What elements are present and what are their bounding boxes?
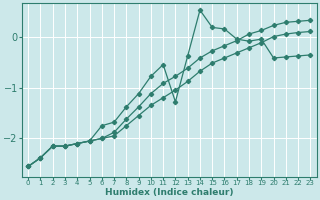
X-axis label: Humidex (Indice chaleur): Humidex (Indice chaleur) [105, 188, 234, 197]
